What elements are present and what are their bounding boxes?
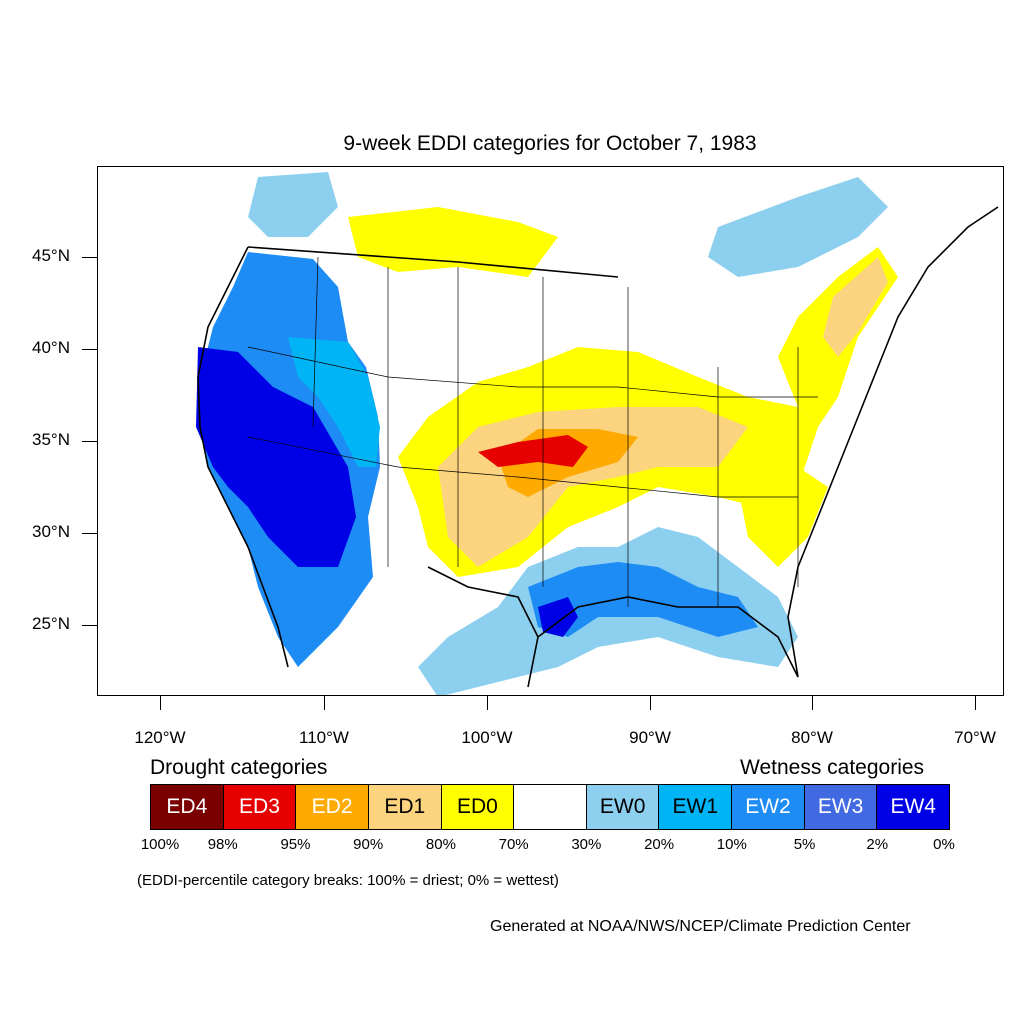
lat-tick-40	[82, 349, 97, 350]
north-wet-region-ew0	[248, 172, 338, 237]
map-title: 9-week EDDI categories for October 7, 19…	[343, 132, 757, 155]
lat-label-40: 40°N	[32, 338, 70, 357]
lat-label-45: 45°N	[32, 246, 70, 265]
lat-tick-30	[82, 533, 97, 534]
lat-tick-25	[82, 625, 97, 626]
percent-break-label: 2%	[866, 836, 889, 853]
lon-tick-100	[487, 696, 488, 710]
legend-box-neutral	[514, 785, 587, 829]
lat-label-35: 35°N	[32, 430, 70, 449]
legend-box-ew4: EW4	[877, 785, 950, 829]
northeast-wet-region-ew0	[708, 177, 888, 277]
southeast-drought-ed0	[738, 467, 828, 567]
legend-note: (EDDI-percentile category breaks: 100% =…	[137, 872, 559, 889]
percent-break-label: 90%	[353, 836, 384, 853]
legend-box-ed0: ED0	[441, 785, 515, 829]
west-wet-region-ew1	[288, 337, 380, 467]
lat-label-25: 25°N	[32, 614, 70, 633]
central-drought-ed3	[478, 435, 588, 467]
legend-box-ed1: ED1	[368, 785, 442, 829]
lon-label-70: 70°W	[954, 728, 996, 747]
lon-label-100: 100°W	[461, 728, 513, 747]
lon-label-110: 110°W	[299, 728, 349, 747]
percent-break-label: 95%	[280, 836, 311, 853]
drought-categories-heading: Drought categories	[150, 756, 328, 779]
legend-box-ed2: ED2	[296, 785, 369, 829]
percent-break-label: 30%	[571, 836, 602, 853]
lat-tick-45	[82, 257, 97, 258]
legend-box-ew1: EW1	[659, 785, 733, 829]
gulf-wet-ew4	[538, 597, 578, 637]
lon-tick-110	[324, 696, 325, 710]
legend-box-ed3: ED3	[223, 785, 297, 829]
coastlines	[197, 206, 999, 688]
category-legend: ED4 ED3 ED2 ED1 ED0 EW0 EW1 EW2 EW3 EW4	[150, 784, 950, 830]
credit-line: Generated at NOAA/NWS/NCEP/Climate Predi…	[490, 918, 911, 935]
percent-break-label: 20%	[644, 836, 675, 853]
percent-break-label: 100%	[140, 836, 180, 853]
legend-box-ew0: EW0	[586, 785, 660, 829]
wetness-categories-heading: Wetness categories	[740, 756, 925, 779]
northeast-drought-ed1	[823, 257, 888, 357]
west-wet-region-ew4	[196, 347, 356, 567]
percent-break-label: 5%	[793, 836, 816, 853]
state-borders	[247, 256, 818, 607]
legend-box-ew2: EW2	[732, 785, 805, 829]
lat-tick-35	[82, 441, 97, 442]
northern-plains-ed0	[348, 207, 558, 277]
lon-label-90: 90°W	[629, 728, 671, 747]
lat-label-30: 30°N	[32, 522, 70, 541]
lon-tick-80	[812, 696, 813, 710]
percent-break-label: 80%	[425, 836, 456, 853]
percent-break-label: 70%	[498, 836, 529, 853]
lon-label-120: 120°W	[134, 728, 186, 747]
legend-box-ed4: ED4	[151, 785, 224, 829]
lon-tick-90	[650, 696, 651, 710]
percent-break-label: 98%	[207, 836, 238, 853]
lon-tick-70	[975, 696, 976, 710]
lon-label-80: 80°W	[791, 728, 833, 747]
legend-box-ew3: EW3	[804, 785, 878, 829]
lon-tick-120	[160, 696, 161, 710]
percent-break-label: 10%	[716, 836, 747, 853]
eddi-map	[97, 166, 1004, 696]
percent-break-label: 0%	[933, 836, 955, 853]
map-canvas	[196, 172, 999, 695]
